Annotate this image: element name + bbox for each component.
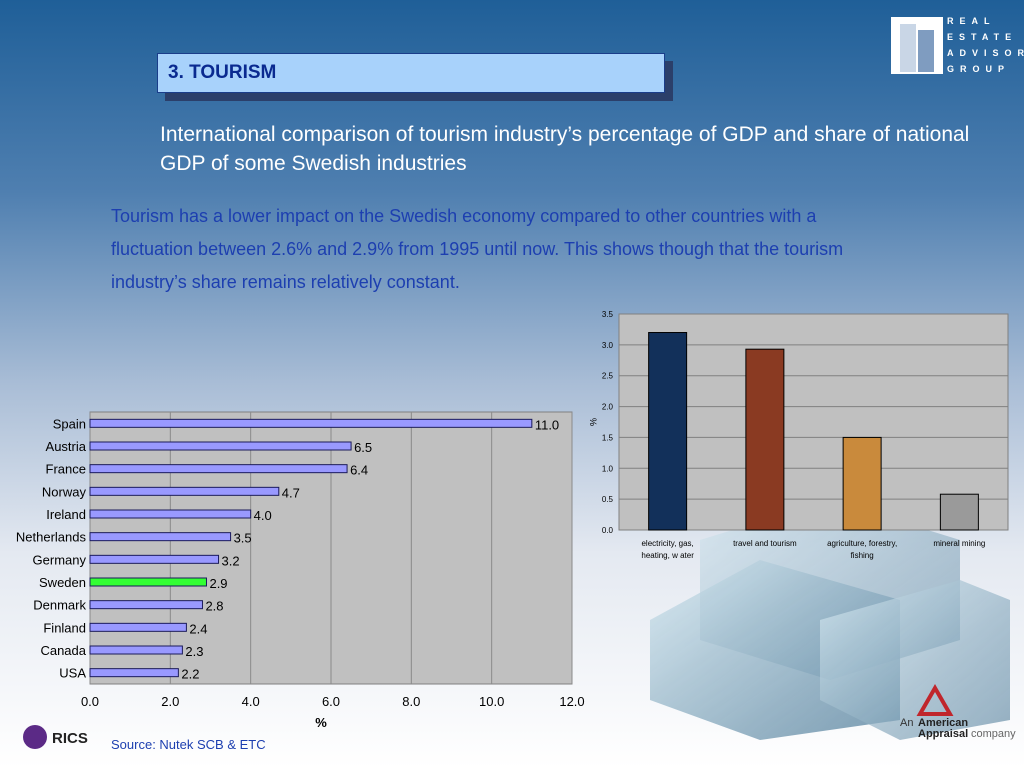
- value-label: 2.9: [209, 576, 227, 591]
- y-tick-label: 2.5: [602, 372, 614, 381]
- y-tick-label: Sweden: [39, 575, 86, 590]
- footer-logo-text: company: [971, 728, 1016, 740]
- y-tick-label: Netherlands: [16, 530, 87, 545]
- y-tick-label: 0.0: [602, 526, 614, 535]
- x-tick-label: travel and tourism: [733, 539, 797, 548]
- y-tick-label: 0.5: [602, 495, 614, 504]
- bar: [939, 493, 979, 531]
- value-label: 6.4: [350, 463, 368, 478]
- y-tick-label: Canada: [40, 643, 86, 658]
- logo-left: RICS: [23, 725, 88, 749]
- x-tick-label: 6.0: [322, 694, 340, 709]
- footer-logo-text: American: [918, 717, 968, 729]
- x-tick-label: 2.0: [161, 694, 179, 709]
- value-label: 2.8: [205, 599, 223, 614]
- heading: 3. TOURISM: [157, 53, 665, 93]
- logo-word: ESTATE: [947, 32, 1017, 42]
- x-axis-label: %: [315, 715, 327, 730]
- x-tick-label: 8.0: [402, 694, 420, 709]
- body-text: Tourism has a lower impact on the Swedis…: [111, 206, 844, 292]
- y-tick-label: Ireland: [46, 507, 86, 522]
- value-label: 2.4: [189, 621, 207, 636]
- logo-top-right: [891, 17, 943, 74]
- logo-text: RICS: [52, 730, 88, 747]
- x-tick-label: 0.0: [81, 694, 99, 709]
- x-tick-label: 12.0: [559, 694, 584, 709]
- bar: [89, 486, 280, 496]
- bar: [89, 645, 183, 655]
- bar: [89, 509, 252, 519]
- bar: [89, 600, 203, 610]
- y-tick-label: 3.0: [602, 341, 614, 350]
- x-tick-label: 4.0: [242, 694, 260, 709]
- bar: [89, 532, 232, 542]
- value-label: 6.5: [354, 440, 372, 455]
- bar: [89, 554, 220, 564]
- subtitle: International comparison of tourism indu…: [160, 123, 970, 175]
- x-tick-label: agriculture, forestry, fishing: [827, 539, 897, 560]
- x-tick-label: 10.0: [479, 694, 504, 709]
- bar: [648, 332, 688, 531]
- bar: [89, 622, 187, 632]
- bar: [89, 418, 533, 428]
- logo-word: GROUP: [947, 64, 1010, 74]
- value-label: 3.2: [222, 553, 240, 568]
- x-tick-label: electricity, gas, heating, w ater: [641, 539, 694, 560]
- y-tick-label: 3.5: [602, 310, 614, 319]
- y-tick-label: Norway: [42, 484, 87, 499]
- bar: [842, 436, 882, 531]
- value-label: 11.0: [535, 417, 559, 432]
- y-tick-label: 1.0: [602, 464, 614, 473]
- y-tick-label: 1.5: [602, 433, 614, 442]
- y-tick-label: Finland: [43, 620, 86, 635]
- y-tick-label: Austria: [46, 439, 87, 454]
- logo-word: ADVISORY: [947, 48, 1024, 58]
- y-tick-label: Spain: [53, 416, 86, 431]
- y-tick-label: Germany: [33, 552, 87, 567]
- bar: [89, 577, 207, 587]
- footer-logo-text: An: [900, 717, 913, 729]
- y-tick-label: USA: [59, 666, 86, 681]
- logo-word: REAL: [947, 16, 996, 26]
- cubes-decoration: [650, 500, 1010, 740]
- value-label: 3.5: [234, 531, 252, 546]
- y-tick-label: Denmark: [33, 598, 86, 613]
- bar: [89, 464, 348, 474]
- bar: [89, 441, 352, 451]
- value-label: 4.7: [282, 485, 300, 500]
- footer-logo: An American Appraisal company: [900, 683, 1016, 740]
- y-axis-label: %: [588, 418, 598, 426]
- value-label: 4.0: [254, 508, 272, 523]
- value-label: 2.3: [185, 644, 203, 659]
- source: Source: Nutek SCB & ETC: [111, 737, 266, 752]
- logo-words: REAL ESTATE ADVISORY GROUP: [947, 16, 1024, 74]
- value-label: 2.2: [181, 667, 199, 682]
- x-tick-label: mineral mining: [933, 539, 985, 548]
- bar: [89, 668, 179, 678]
- y-tick-label: France: [46, 462, 86, 477]
- bar: [745, 348, 785, 531]
- footer-logo-text: Appraisal: [918, 728, 968, 740]
- y-tick-label: 2.0: [602, 403, 614, 412]
